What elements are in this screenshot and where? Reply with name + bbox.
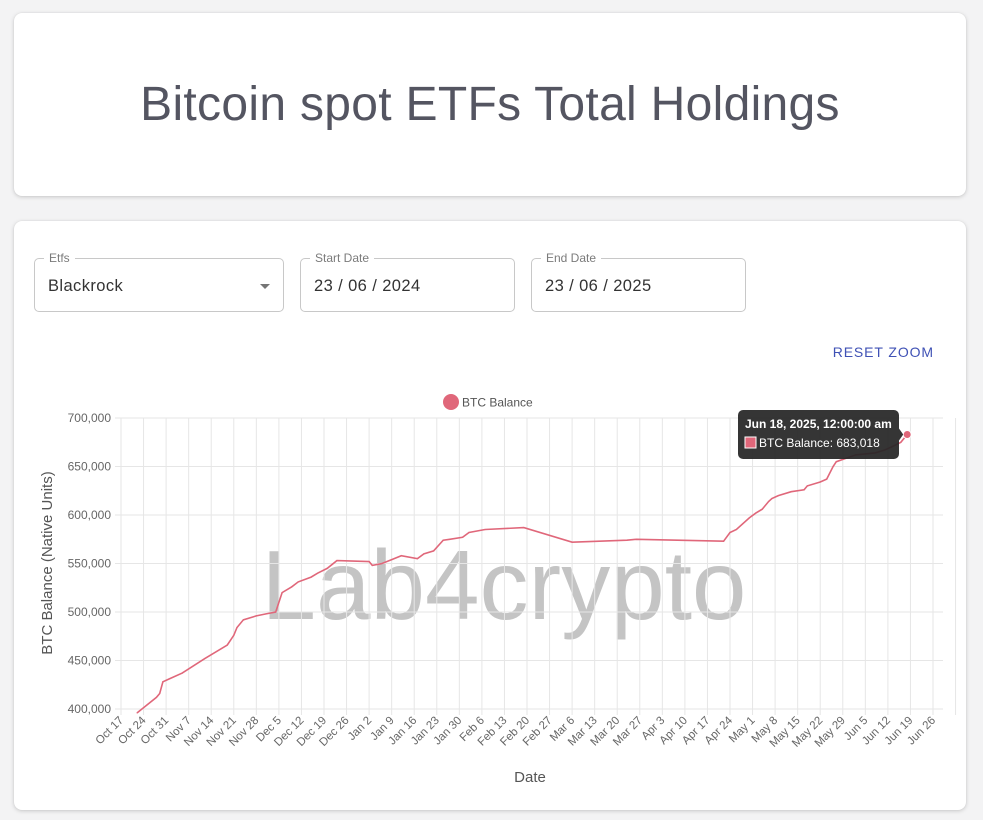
data-point — [242, 619, 245, 621]
btc-balance-chart[interactable]: Lab4crypto400,000450,000500,000550,00060… — [14, 221, 966, 810]
data-point — [368, 560, 370, 563]
data-point — [310, 576, 312, 578]
data-point — [391, 559, 393, 561]
data-point — [900, 441, 902, 443]
x-tick-label: Jan 2 — [346, 715, 374, 743]
data-point — [316, 572, 319, 574]
data-point — [326, 567, 328, 569]
tooltip-body: BTC Balance: 683,018 — [759, 436, 880, 450]
start-date-label: Start Date — [310, 250, 375, 266]
data-point — [761, 508, 763, 510]
data-point — [297, 581, 299, 583]
data-point — [771, 497, 773, 500]
title-card: Bitcoin spot ETFs Total Holdings — [14, 13, 966, 196]
data-point — [768, 500, 770, 503]
data-point — [803, 489, 805, 491]
data-point — [748, 517, 750, 519]
end-date-field[interactable]: End Date 23 / 06 / 2025 — [531, 250, 746, 312]
end-date-label: End Date — [541, 250, 602, 266]
data-point — [735, 528, 738, 531]
data-point — [181, 672, 183, 674]
y-tick-label: 700,000 — [68, 411, 112, 425]
y-tick-label: 500,000 — [68, 605, 112, 619]
data-point — [229, 639, 232, 641]
data-point — [416, 558, 419, 560]
y-tick-label: 450,000 — [68, 654, 112, 668]
data-point — [484, 528, 486, 531]
data-point — [722, 540, 725, 542]
data-point — [336, 559, 338, 562]
data-point — [835, 461, 837, 463]
page-title: Bitcoin spot ETFs Total Holdings — [140, 78, 840, 131]
data-point — [423, 553, 425, 555]
reset-zoom-button[interactable]: RESET ZOOM — [832, 344, 934, 360]
data-point — [635, 538, 638, 540]
data-point — [468, 531, 470, 534]
data-point — [826, 478, 828, 480]
y-tick-label: 400,000 — [68, 702, 112, 716]
data-point — [371, 564, 373, 567]
start-date-value[interactable]: 23 / 06 / 2024 — [314, 277, 421, 295]
data-point — [136, 712, 138, 714]
data-point — [777, 495, 779, 497]
y-tick-label: 550,000 — [68, 557, 112, 571]
data-point — [790, 491, 792, 493]
x-axis-title: Date — [514, 769, 546, 786]
data-point — [400, 555, 402, 557]
data-point — [381, 562, 383, 565]
y-tick-label: 600,000 — [68, 508, 112, 522]
data-point — [523, 527, 525, 529]
data-point — [819, 481, 821, 483]
etf-select-label: Etfs — [44, 250, 75, 266]
data-point — [155, 696, 158, 698]
data-point — [168, 678, 170, 680]
tooltip-arrow — [899, 428, 904, 441]
data-point — [449, 538, 451, 540]
data-point — [291, 586, 293, 588]
start-date-field[interactable]: Start Date 23 / 06 / 2024 — [300, 250, 515, 312]
etf-select[interactable]: Etfs Blackrock — [34, 250, 284, 312]
tooltip-swatch — [744, 436, 757, 449]
data-point — [162, 681, 164, 683]
data-point — [755, 512, 757, 514]
data-point — [255, 615, 257, 617]
legend-label: BTC Balance — [462, 396, 533, 410]
data-point — [226, 644, 228, 646]
end-date-value[interactable]: 23 / 06 / 2025 — [545, 277, 652, 295]
data-point — [265, 613, 267, 615]
data-point — [729, 531, 731, 534]
data-point — [281, 592, 283, 594]
data-point — [832, 465, 834, 468]
data-point — [571, 541, 573, 543]
tooltip-box — [738, 410, 899, 459]
data-point — [432, 550, 435, 552]
y-tick-label: 650,000 — [68, 460, 112, 474]
legend-marker — [443, 394, 459, 410]
data-point — [275, 611, 277, 613]
dropdown-caret-icon[interactable] — [260, 284, 270, 289]
data-point — [233, 634, 235, 636]
data-point — [806, 485, 808, 487]
data-point — [159, 692, 161, 695]
y-axis-title: BTC Balance (Native Units) — [39, 471, 56, 654]
etf-select-value: Blackrock — [48, 277, 124, 295]
tooltip-title: Jun 18, 2025, 12:00:00 am — [745, 417, 892, 431]
data-point — [461, 536, 464, 538]
data-point — [204, 657, 206, 660]
chart-card: Etfs Blackrock Start Date 23 / 06 / 2024… — [14, 221, 966, 810]
data-point — [236, 626, 238, 629]
data-point — [626, 539, 628, 541]
data-point — [442, 539, 444, 541]
highlighted-data-point — [902, 429, 912, 439]
